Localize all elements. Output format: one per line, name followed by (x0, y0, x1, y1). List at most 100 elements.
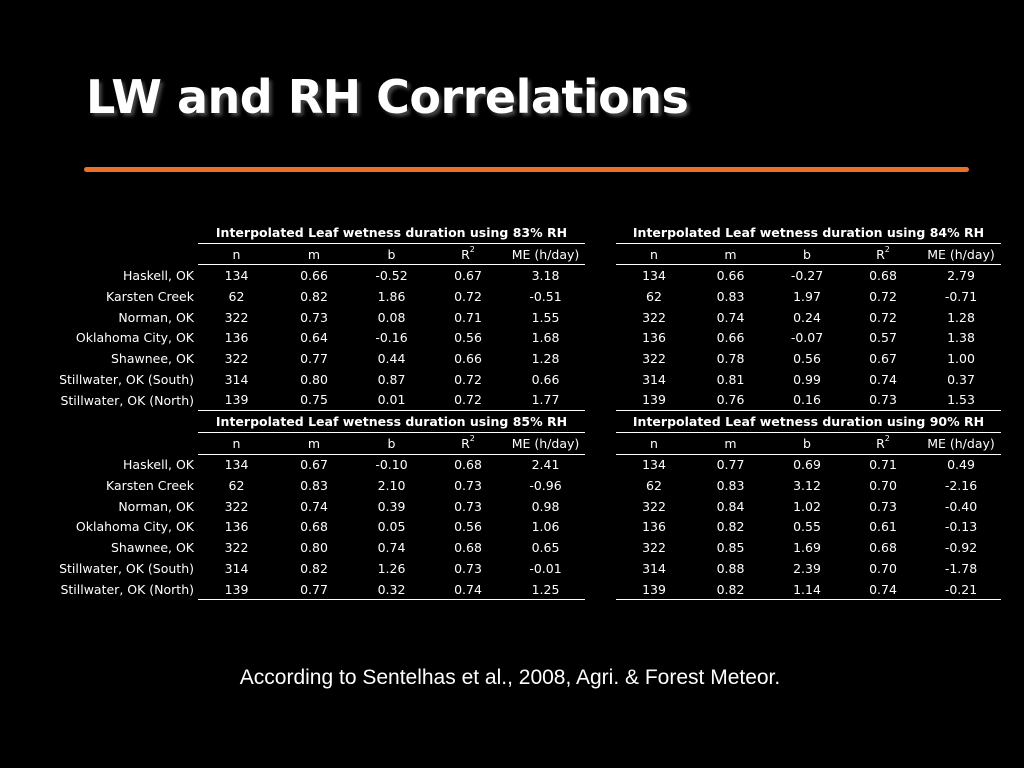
cell-m: 0.83 (716, 288, 745, 304)
cell-r2: 0.73 (454, 560, 482, 576)
column-header-b: b (769, 432, 845, 455)
cell-n: 139 (616, 389, 692, 412)
cell-n: 62 (228, 288, 245, 304)
cell-b: 3.12 (793, 478, 821, 494)
gap-cell (585, 222, 616, 243)
gap-cell (585, 558, 616, 579)
table-row: Shawnee, OK 322 0.80 0.74 0.68 0.65 322 0.85 1.6… (40, 537, 1001, 558)
cell-b: -0.52 (375, 268, 408, 284)
cell-r2: 0.67 (869, 350, 897, 366)
group-title-left: Interpolated Leaf wetness duration using… (198, 222, 585, 244)
r2-label: R (461, 435, 470, 451)
column-header-m: m (692, 432, 769, 455)
cell-me: 1.00 (947, 350, 975, 366)
cell-m: 0.66 (716, 330, 745, 346)
table-row: Haskell, OK 134 0.67 -0.10 0.68 2.41 134 0.77 0.… (40, 454, 1001, 475)
group-title-row: Interpolated Leaf wetness duration using… (40, 222, 1001, 244)
cell-me: 2.79 (947, 268, 975, 284)
cell-m: 0.80 (300, 540, 328, 556)
cell-b: 0.16 (769, 389, 845, 412)
cell-b: 0.87 (377, 371, 406, 387)
site-name: Karsten Creek (106, 478, 194, 494)
column-header-m: m (275, 243, 353, 266)
cell-r2: 0.70 (869, 478, 897, 494)
cell-n: 322 (642, 540, 666, 556)
cell-n: 314 (224, 560, 249, 576)
site-name: Oklahoma City, OK (75, 519, 194, 535)
cell-m: 0.82 (300, 560, 328, 576)
cell-n: 134 (224, 457, 249, 473)
column-header-r2: R2 (430, 432, 506, 455)
cell-r2: 0.67 (454, 268, 482, 284)
cell-me: 2.41 (531, 457, 560, 473)
group-title-left: Interpolated Leaf wetness duration using… (198, 410, 585, 433)
table-row: Oklahoma City, OK 136 0.68 0.05 0.56 1.06 136 0… (40, 517, 1001, 538)
cell-b: 0.08 (377, 309, 406, 325)
gap-cell (585, 454, 616, 475)
cell-m: 0.77 (275, 578, 353, 601)
gap-cell (585, 369, 616, 390)
cell-n: 314 (642, 560, 666, 576)
cell-m: 0.84 (716, 498, 745, 514)
table-body: Interpolated Leaf wetness duration using… (40, 222, 1001, 601)
site-name: Karsten Creek (106, 288, 194, 304)
cell-m: 0.73 (300, 309, 328, 325)
cell-n: 62 (646, 288, 662, 304)
cell-m: 0.64 (300, 330, 328, 346)
cell-r2: 0.70 (869, 560, 897, 576)
cell-r2: 0.73 (845, 389, 921, 412)
cell-r2: 0.74 (869, 371, 897, 387)
cell-r2: 0.61 (869, 519, 897, 535)
cell-r2: 0.68 (454, 540, 482, 556)
cell-me: 3.18 (531, 268, 560, 284)
cell-r2: 0.72 (869, 288, 897, 304)
site-name: Shawnee, OK (110, 350, 194, 366)
cell-m: 0.82 (300, 288, 328, 304)
cell-r2: 0.73 (454, 478, 482, 494)
column-header-b: b (769, 243, 845, 266)
cell-m: 0.82 (716, 519, 745, 535)
cell-m: 0.74 (300, 498, 328, 514)
cell-n: 139 (198, 389, 275, 412)
cell-r2: 0.68 (869, 540, 897, 556)
group-title-row: Interpolated Leaf wetness duration using… (40, 410, 1001, 433)
cell-m: 0.67 (300, 457, 328, 473)
cell-me: 1.53 (921, 389, 1001, 412)
cell-b: 0.32 (353, 578, 430, 601)
gap-cell (585, 579, 616, 600)
cell-m: 0.66 (716, 268, 745, 284)
cell-b: 0.99 (793, 371, 821, 387)
cell-me: -0.96 (529, 478, 562, 494)
r2-label: R (461, 246, 470, 262)
site-name: Stillwater, OK (North) (60, 392, 194, 408)
column-header-r2: R2 (845, 432, 921, 455)
cell-b: 0.05 (377, 519, 406, 535)
column-header-n: n (616, 243, 692, 266)
cell-b: -0.07 (790, 330, 824, 346)
cell-me: 0.49 (947, 457, 975, 473)
site-name: Oklahoma City, OK (75, 330, 194, 346)
cell-b: 1.86 (377, 288, 406, 304)
cell-n: 314 (224, 371, 249, 387)
table-row: Karsten Creek 62 0.83 2.10 0.73 -0.96 62 0.83 3.… (40, 475, 1001, 496)
column-header-me: ME (h/day) (506, 243, 585, 266)
cell-b: -0.10 (375, 457, 408, 473)
cell-me: -0.01 (529, 560, 562, 576)
cell-r2: 0.56 (454, 519, 482, 535)
gap-cell (585, 475, 616, 496)
cell-b: 1.97 (793, 288, 821, 304)
cell-r2: 0.57 (869, 330, 897, 346)
cell-me: 1.28 (947, 309, 975, 325)
site-name: Shawnee, OK (110, 540, 194, 556)
column-header-b: b (353, 432, 430, 455)
cell-n: 136 (224, 330, 249, 346)
empty-cell (40, 432, 198, 454)
cell-b: 0.44 (377, 350, 406, 366)
cell-n: 134 (642, 268, 666, 284)
cell-n: 136 (642, 519, 666, 535)
cell-me: -2.16 (944, 478, 978, 494)
cell-m: 0.82 (692, 578, 769, 601)
cell-me: 1.68 (531, 330, 560, 346)
cell-m: 0.78 (716, 350, 745, 366)
cell-n: 322 (224, 309, 249, 325)
